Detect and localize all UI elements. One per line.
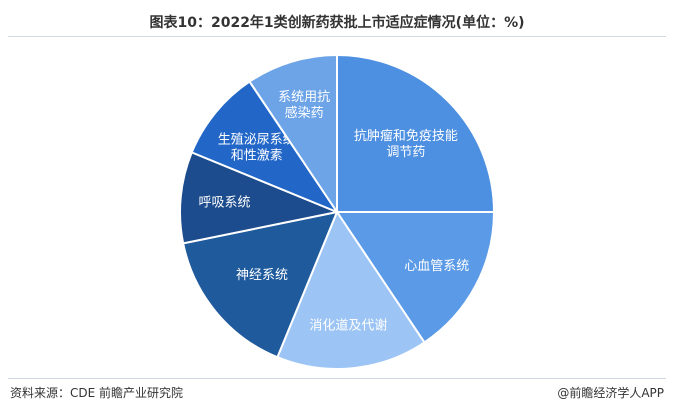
pie-slice bbox=[181, 210, 339, 359]
slice-label: 生殖泌尿系统和性激素 bbox=[218, 131, 296, 163]
slice-label: 呼吸系统 bbox=[198, 195, 250, 210]
slice-label: 系统用抗感染药 bbox=[278, 90, 330, 121]
pie-slice bbox=[336, 53, 496, 213]
pie-slice bbox=[248, 53, 338, 216]
pie-slice bbox=[335, 211, 496, 344]
footer-divider bbox=[8, 378, 666, 379]
slice-label: 抗肿瘤和免疫技能调节药 bbox=[354, 128, 458, 160]
slice-label: 神经系统 bbox=[236, 268, 288, 283]
slice-label: 消化道及代谢 bbox=[309, 317, 387, 333]
slice-label: 心血管系统 bbox=[404, 259, 469, 274]
source-note: 资料来源：CDE 前瞻产业研究院 bbox=[10, 386, 184, 400]
pie-slice bbox=[276, 209, 426, 370]
pie-slice bbox=[190, 80, 340, 215]
title-divider bbox=[8, 36, 666, 37]
brand-credit: @前瞻经济学人APP bbox=[557, 386, 664, 400]
chart-title: 图表10：2022年1类创新药获批上市适应症情况(单位：%) bbox=[149, 15, 525, 31]
pie-slice bbox=[179, 151, 341, 245]
